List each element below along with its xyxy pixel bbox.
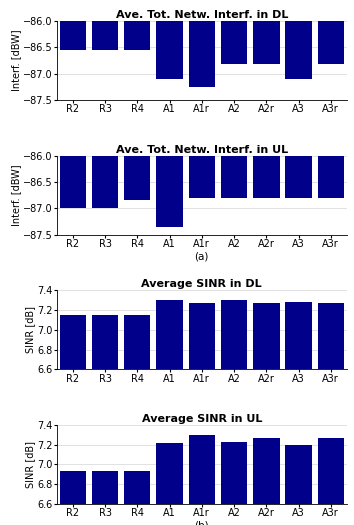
Bar bbox=[285, 21, 312, 79]
Bar bbox=[92, 21, 118, 50]
Bar bbox=[92, 471, 118, 504]
Bar bbox=[189, 21, 215, 87]
Bar bbox=[285, 302, 312, 370]
Bar bbox=[189, 155, 215, 198]
Bar bbox=[189, 435, 215, 504]
Bar bbox=[156, 443, 183, 504]
Bar bbox=[92, 155, 118, 208]
Title: Average SINR in DL: Average SINR in DL bbox=[142, 279, 262, 289]
Bar bbox=[318, 438, 344, 504]
Title: Ave. Tot. Netw. Interf. in UL: Ave. Tot. Netw. Interf. in UL bbox=[116, 145, 288, 155]
Bar bbox=[156, 21, 183, 79]
Bar bbox=[318, 155, 344, 198]
Bar bbox=[189, 303, 215, 370]
Bar bbox=[253, 21, 280, 64]
Bar bbox=[318, 21, 344, 64]
Bar bbox=[124, 471, 150, 504]
X-axis label: (a): (a) bbox=[195, 251, 209, 262]
X-axis label: (b): (b) bbox=[194, 521, 209, 525]
Bar bbox=[124, 155, 150, 201]
Bar bbox=[285, 445, 312, 504]
Bar bbox=[285, 155, 312, 198]
Bar bbox=[59, 155, 86, 208]
Bar bbox=[156, 300, 183, 370]
Bar bbox=[221, 300, 247, 370]
Y-axis label: SINR [dB]: SINR [dB] bbox=[25, 306, 36, 353]
Bar bbox=[318, 303, 344, 370]
Bar bbox=[124, 315, 150, 370]
Title: Ave. Tot. Netw. Interf. in DL: Ave. Tot. Netw. Interf. in DL bbox=[116, 10, 288, 20]
Bar bbox=[59, 315, 86, 370]
Bar bbox=[221, 21, 247, 64]
Bar bbox=[221, 442, 247, 504]
Bar bbox=[221, 155, 247, 198]
Y-axis label: Interf. [dBW]: Interf. [dBW] bbox=[11, 164, 21, 226]
Bar bbox=[124, 21, 150, 50]
Bar bbox=[253, 303, 280, 370]
Bar bbox=[253, 438, 280, 504]
Y-axis label: SINR [dB]: SINR [dB] bbox=[25, 441, 36, 488]
Y-axis label: Interf. [dBW]: Interf. [dBW] bbox=[11, 30, 21, 91]
Bar bbox=[59, 471, 86, 504]
Bar bbox=[156, 155, 183, 227]
Title: Average SINR in UL: Average SINR in UL bbox=[142, 414, 262, 424]
Bar bbox=[92, 315, 118, 370]
Bar bbox=[59, 21, 86, 50]
Bar bbox=[253, 155, 280, 198]
